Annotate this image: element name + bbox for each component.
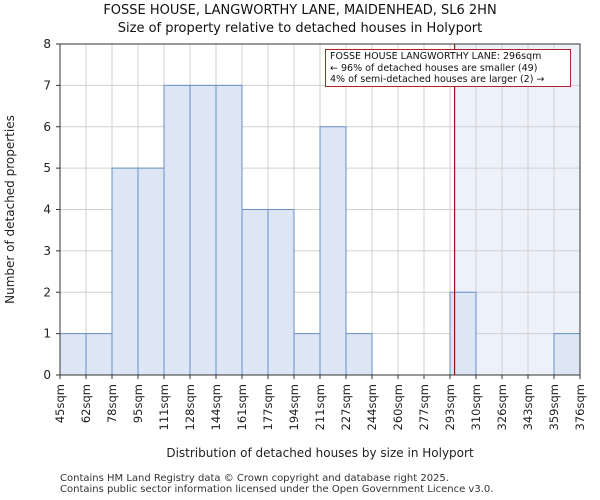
bar (553, 333, 581, 376)
footer-line-1: Contains HM Land Registry data © Crown c… (60, 473, 449, 484)
bar (189, 84, 217, 376)
bar (267, 209, 295, 376)
bar (111, 167, 139, 376)
x-tick-label: 161sqm (235, 384, 249, 430)
x-tick-label: 62sqm (79, 384, 93, 423)
x-tick-label: 227sqm (339, 384, 353, 430)
y-tick-label: 6 (43, 120, 51, 134)
bar (163, 84, 191, 376)
y-tick-label: 1 (43, 327, 51, 341)
chart-subtitle: Size of property relative to detached ho… (117, 21, 483, 36)
annotation-line-1: FOSSE HOUSE LANGWORTHY LANE: 296sqm (330, 51, 542, 62)
y-tick-label: 0 (43, 368, 51, 382)
bar (215, 84, 243, 376)
bar (293, 333, 321, 376)
bar (345, 333, 373, 376)
x-tick-label: 111sqm (157, 384, 171, 430)
x-tick-label: 277sqm (417, 384, 431, 430)
bar (85, 333, 113, 376)
bar (137, 167, 165, 376)
x-tick-label: 211sqm (313, 384, 327, 430)
property-annotation: FOSSE HOUSE LANGWORTHY LANE: 296sqm ← 96… (325, 49, 571, 87)
bar (319, 126, 347, 376)
x-tick-label: 244sqm (365, 384, 379, 430)
x-tick-label: 144sqm (209, 384, 223, 430)
x-tick-label: 260sqm (391, 384, 405, 430)
annotation-line-3: 4% of semi-detached houses are larger (2… (330, 74, 545, 85)
bar (59, 333, 87, 376)
x-tick-label: 343sqm (521, 384, 535, 430)
y-tick-label: 5 (43, 161, 51, 175)
footer-line-2: Contains public sector information licen… (60, 484, 494, 495)
x-tick-label: 310sqm (469, 384, 483, 430)
x-tick-label: 194sqm (287, 384, 301, 430)
x-tick-label: 177sqm (261, 384, 275, 430)
y-tick-label: 2 (43, 285, 51, 299)
x-tick-label: 326sqm (495, 384, 509, 430)
bar (241, 209, 269, 376)
x-tick-label: 376sqm (573, 384, 587, 430)
y-tick-label: 7 (43, 78, 51, 92)
x-tick-label: 45sqm (53, 384, 67, 423)
y-axis-label: Number of detached properties (3, 115, 17, 304)
x-tick-label: 95sqm (131, 384, 145, 423)
chart-title: FOSSE HOUSE, LANGWORTHY LANE, MAIDENHEAD… (103, 3, 497, 18)
x-tick-label: 359sqm (547, 384, 561, 430)
y-tick-label: 8 (43, 37, 51, 51)
x-tick-label: 78sqm (105, 384, 119, 423)
x-tick-label: 293sqm (443, 384, 457, 430)
bar (449, 291, 477, 376)
x-tick-label: 128sqm (183, 384, 197, 430)
y-tick-label: 3 (43, 244, 51, 258)
y-tick-label: 4 (43, 203, 51, 217)
annotation-line-2: ← 96% of detached houses are smaller (49… (330, 62, 538, 74)
x-axis-label: Distribution of detached houses by size … (166, 446, 474, 460)
